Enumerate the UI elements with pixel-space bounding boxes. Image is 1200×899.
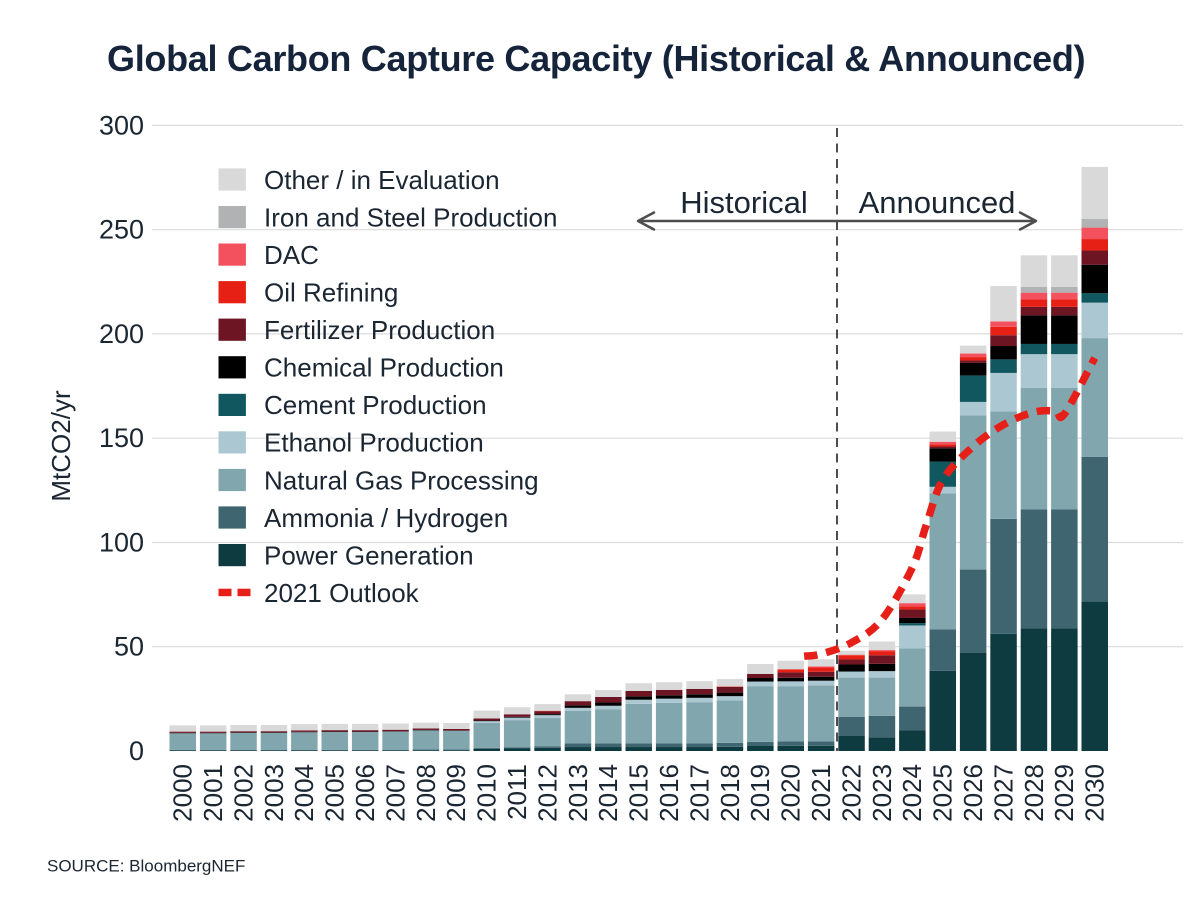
svg-text:100: 100 bbox=[99, 528, 144, 558]
svg-text:2010: 2010 bbox=[472, 764, 502, 822]
svg-text:2030: 2030 bbox=[1080, 764, 1110, 822]
svg-text:2020: 2020 bbox=[776, 764, 806, 822]
svg-text:2009: 2009 bbox=[441, 764, 471, 822]
svg-text:Announced: Announced bbox=[859, 185, 1016, 220]
svg-text:2028: 2028 bbox=[1019, 764, 1049, 822]
svg-text:2001: 2001 bbox=[198, 764, 228, 822]
svg-text:DAC: DAC bbox=[264, 240, 319, 270]
svg-text:Power Generation: Power Generation bbox=[264, 540, 474, 570]
svg-text:Oil Refining: Oil Refining bbox=[264, 278, 398, 308]
svg-text:2016: 2016 bbox=[654, 764, 684, 822]
svg-text:2023: 2023 bbox=[867, 764, 897, 822]
svg-text:2029: 2029 bbox=[1049, 764, 1079, 822]
svg-text:Other / in Evaluation: Other / in Evaluation bbox=[264, 165, 500, 195]
svg-text:2015: 2015 bbox=[624, 764, 654, 822]
svg-text:2007: 2007 bbox=[380, 764, 410, 822]
svg-text:Chemical Production: Chemical Production bbox=[264, 353, 504, 383]
svg-text:2000: 2000 bbox=[168, 764, 198, 822]
svg-text:2024: 2024 bbox=[897, 764, 927, 822]
svg-text:MtCO2/yr: MtCO2/yr bbox=[46, 390, 76, 502]
svg-text:2013: 2013 bbox=[563, 764, 593, 822]
svg-text:Iron and Steel Production: Iron and Steel Production bbox=[264, 202, 557, 232]
svg-text:2021: 2021 bbox=[806, 764, 836, 822]
svg-text:150: 150 bbox=[99, 423, 144, 453]
svg-text:2006: 2006 bbox=[350, 764, 380, 822]
svg-text:Ethanol Production: Ethanol Production bbox=[264, 428, 484, 458]
svg-text:2011: 2011 bbox=[502, 764, 532, 820]
svg-text:2002: 2002 bbox=[229, 764, 259, 822]
svg-text:2025: 2025 bbox=[928, 764, 958, 822]
svg-text:Global Carbon Capture Capacity: Global Carbon Capture Capacity (Historic… bbox=[107, 38, 1085, 79]
svg-text:2019: 2019 bbox=[745, 764, 775, 822]
svg-text:Fertilizer Production: Fertilizer Production bbox=[264, 315, 495, 345]
svg-text:Natural Gas Processing: Natural Gas Processing bbox=[264, 465, 539, 495]
svg-text:2018: 2018 bbox=[715, 764, 745, 822]
svg-text:2021 Outlook: 2021 Outlook bbox=[264, 578, 420, 608]
svg-text:2014: 2014 bbox=[593, 764, 623, 822]
svg-text:2012: 2012 bbox=[532, 764, 562, 822]
svg-text:2022: 2022 bbox=[836, 764, 866, 822]
svg-text:SOURCE: BloombergNEF: SOURCE: BloombergNEF bbox=[47, 857, 245, 876]
svg-text:250: 250 bbox=[99, 215, 144, 245]
svg-text:50: 50 bbox=[114, 632, 144, 662]
svg-text:Cement Production: Cement Production bbox=[264, 390, 487, 420]
svg-text:0: 0 bbox=[129, 736, 144, 766]
svg-text:2017: 2017 bbox=[684, 764, 714, 822]
svg-text:2003: 2003 bbox=[259, 764, 289, 822]
svg-text:2027: 2027 bbox=[988, 764, 1018, 822]
svg-text:2026: 2026 bbox=[958, 764, 988, 822]
svg-text:2004: 2004 bbox=[289, 764, 319, 822]
svg-text:2005: 2005 bbox=[320, 764, 350, 822]
svg-text:2008: 2008 bbox=[411, 764, 441, 822]
svg-text:Ammonia / Hydrogen: Ammonia / Hydrogen bbox=[264, 503, 508, 533]
svg-text:Historical: Historical bbox=[680, 185, 807, 220]
svg-text:200: 200 bbox=[99, 319, 144, 349]
svg-text:300: 300 bbox=[99, 110, 144, 140]
